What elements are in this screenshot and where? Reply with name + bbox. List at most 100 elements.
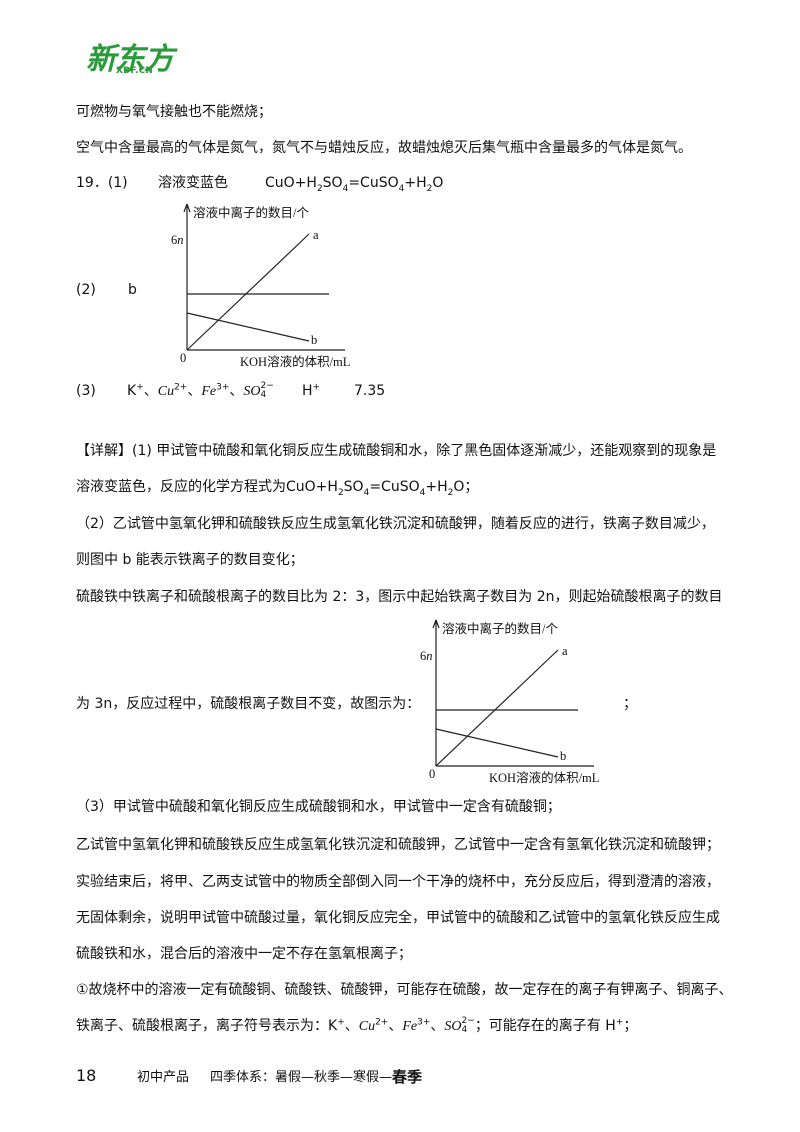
superscript: +: [615, 1017, 624, 1028]
text: 乙试管中氢氧化钾和硫酸铁反应生成氢氧化铁沉淀和硫酸钾，乙试管中一定含有氢氧化铁沉…: [76, 837, 720, 853]
y-axis-label: 溶液中离子的数目/个: [442, 619, 558, 639]
text-line: b: [128, 280, 137, 300]
x-axis-label: KOH溶液的体积/mL: [489, 768, 599, 788]
text: a: [562, 644, 568, 658]
text: 实验结束后，将甲、乙两支试管中的物质全部倒入同一个干净的烧杯中，充分反应后，得到…: [76, 874, 720, 890]
text-line: 可燃物与氧气接触也不能燃烧；: [76, 102, 272, 122]
text: 溶液中离子的数目/个: [442, 622, 558, 636]
text: +H: [425, 479, 448, 495]
text: 19．(1): [76, 175, 128, 191]
text: 溶液变蓝色: [158, 175, 228, 191]
text-line: 硫酸铁和水，混合后的溶液中一定不存在氢氧根离子；: [76, 944, 412, 964]
italic-text: SO: [444, 1019, 462, 1034]
tick-label: 6n: [420, 646, 433, 666]
text: 为 3n，反应过程中，硫酸根离子数目不变，故图示为：: [76, 696, 421, 712]
text: 可燃物与氧气接触也不能燃烧；: [76, 104, 272, 120]
text-line: 实验结束后，将甲、乙两支试管中的物质全部倒入同一个干净的烧杯中，充分反应后，得到…: [76, 872, 720, 892]
page-number: 18: [76, 1066, 97, 1085]
text-line: H+: [302, 381, 320, 401]
text: =CuSO: [369, 479, 420, 495]
text-line: ①故烧杯中的溶液一定有硫酸铜、硫酸铁、硫酸钾，可能存在硫酸，故一定存在的离子有钾…: [76, 980, 733, 1000]
text: 0: [429, 767, 436, 781]
text-line: 溶液变蓝色，反应的化学方程式为CuO+H2SO4=CuSO4+H2O；: [76, 477, 478, 497]
text: b: [311, 333, 318, 347]
text-line: 乙试管中氢氧化钾和硫酸铁反应生成氢氧化铁沉淀和硫酸钾，乙试管中一定含有氢氧化铁沉…: [76, 835, 720, 855]
text: (2): [76, 282, 96, 298]
label-a: a: [313, 225, 319, 245]
text-line: CuO+H2SO4=CuSO4+H2O: [265, 173, 443, 193]
text: 、: [229, 383, 244, 399]
text-line: 则图中 b 能表示铁离子的数目变化；: [76, 550, 304, 570]
text: 则图中 b 能表示铁离子的数目变化；: [76, 552, 304, 568]
text: =CuSO: [348, 175, 399, 191]
text: ①故烧杯中的溶液一定有硫酸铜、硫酸铁、硫酸钾，可能存在硫酸，故一定存在的离子有钾…: [76, 982, 733, 998]
text: 无固体剩余，说明甲试管中硫酸过量，氧化铜反应完全，甲试管中的硫酸和乙试管中的氢氧…: [76, 910, 720, 926]
text-line: (3): [76, 381, 96, 401]
arrow: [186, 203, 191, 213]
text-line: 铁离子、硫酸根离子，离子符号表示为：K+、Cu2+、Fe3+、SO 2− 4 ；可能存…: [76, 1016, 637, 1037]
text: 、: [388, 1018, 403, 1034]
text: （2）乙试管中氢氧化钾和硫酸铁反应生成氢氧化铁沉淀和硫酸钾，随着反应的进行，铁离…: [76, 516, 715, 532]
text: 铁离子、硫酸根离子，离子符号表示为：K: [76, 1018, 338, 1034]
label-b: b: [560, 746, 566, 766]
system: 四季体系：暑假—秋季—寒假—: [210, 1070, 393, 1085]
subscript: 2: [447, 487, 454, 498]
text-line: 无固体剩余，说明甲试管中硫酸过量，氧化铜反应完全，甲试管中的硫酸和乙试管中的氢氧…: [76, 908, 720, 928]
text-line: 硫酸铁中铁离子和硫酸根离子的数目比为 2：3，图示中起始铁离子数目为 2n，则起…: [76, 587, 723, 607]
line-a: [435, 649, 559, 767]
line-b: [186, 312, 310, 342]
text: （3）甲试管中硫酸和氧化铜反应生成硫酸铜和水，甲试管中一定含有硫酸铜；: [76, 799, 561, 815]
text-line: 19．(1): [76, 173, 128, 193]
text-line: （2）乙试管中氢氧化钾和硫酸铁反应生成氢氧化铁沉淀和硫酸钾，随着反应的进行，铁离…: [76, 514, 715, 534]
text: 、: [187, 383, 202, 399]
subscript: 4: [363, 487, 370, 498]
text: 、: [344, 1018, 359, 1034]
tick-label: 6n: [171, 230, 184, 250]
text: 溶液中离子的数目/个: [193, 206, 309, 220]
italic-text: SO: [243, 384, 261, 399]
superscript: 2−: [260, 381, 274, 391]
subscript: 4: [461, 1025, 468, 1035]
text: 、: [430, 1018, 445, 1034]
text: 7.35: [354, 383, 386, 399]
label-a: a: [562, 641, 568, 661]
italic-text: Cu: [358, 1019, 376, 1034]
text-line: (2): [76, 280, 96, 300]
logo-sub: XDF.CN: [116, 66, 153, 76]
superscript: 2+: [174, 382, 188, 393]
text: 【详解】(1) 甲试管中硫酸和氧化铜反应生成硫酸铜和水，除了黑色固体逐渐减少，还…: [76, 443, 717, 459]
superscript: 3+: [216, 382, 230, 393]
text: +H: [404, 175, 427, 191]
subscript: 4: [260, 390, 267, 400]
arrow: [183, 203, 188, 213]
text: KOH溶液的体积/mL: [489, 771, 600, 785]
superscript: 2+: [375, 1017, 389, 1028]
text: 溶液变蓝色，反应的化学方程式为CuO+H: [76, 479, 338, 495]
text: SO: [322, 175, 343, 191]
text-line: ；: [623, 694, 637, 714]
text-line: 为 3n，反应过程中，硫酸根离子数目不变，故图示为：: [76, 694, 420, 714]
superscript: 3+: [417, 1017, 431, 1028]
text: K: [127, 383, 137, 399]
text: 硫酸铁中铁离子和硫酸根离子的数目比为 2：3，图示中起始铁离子数目为 2n，则起…: [76, 589, 723, 605]
y-axis-label: 溶液中离子的数目/个: [193, 203, 309, 223]
text-line: 7.35: [354, 381, 385, 401]
superscript: +: [136, 382, 144, 393]
line-b: [435, 728, 559, 758]
superscript: +: [312, 382, 321, 393]
text: 6: [420, 649, 427, 663]
italic-text: Fe: [201, 384, 217, 399]
season: 春季: [392, 1068, 423, 1086]
sub-sup: 2− 4: [261, 382, 274, 400]
subscript: 2: [337, 487, 344, 498]
text: O；: [453, 479, 479, 495]
text-line: （3）甲试管中硫酸和氧化铜反应生成硫酸铜和水，甲试管中一定含有硫酸铜；: [76, 797, 561, 817]
origin-label: 0: [180, 348, 186, 368]
italic-text: n: [177, 233, 184, 247]
logo: 新东方: [86, 42, 174, 77]
origin-label: 0: [429, 764, 435, 784]
text-line: K+、Cu2+、Fe3+、SO 2− 4: [127, 381, 274, 402]
text: CuO+H: [265, 175, 317, 191]
